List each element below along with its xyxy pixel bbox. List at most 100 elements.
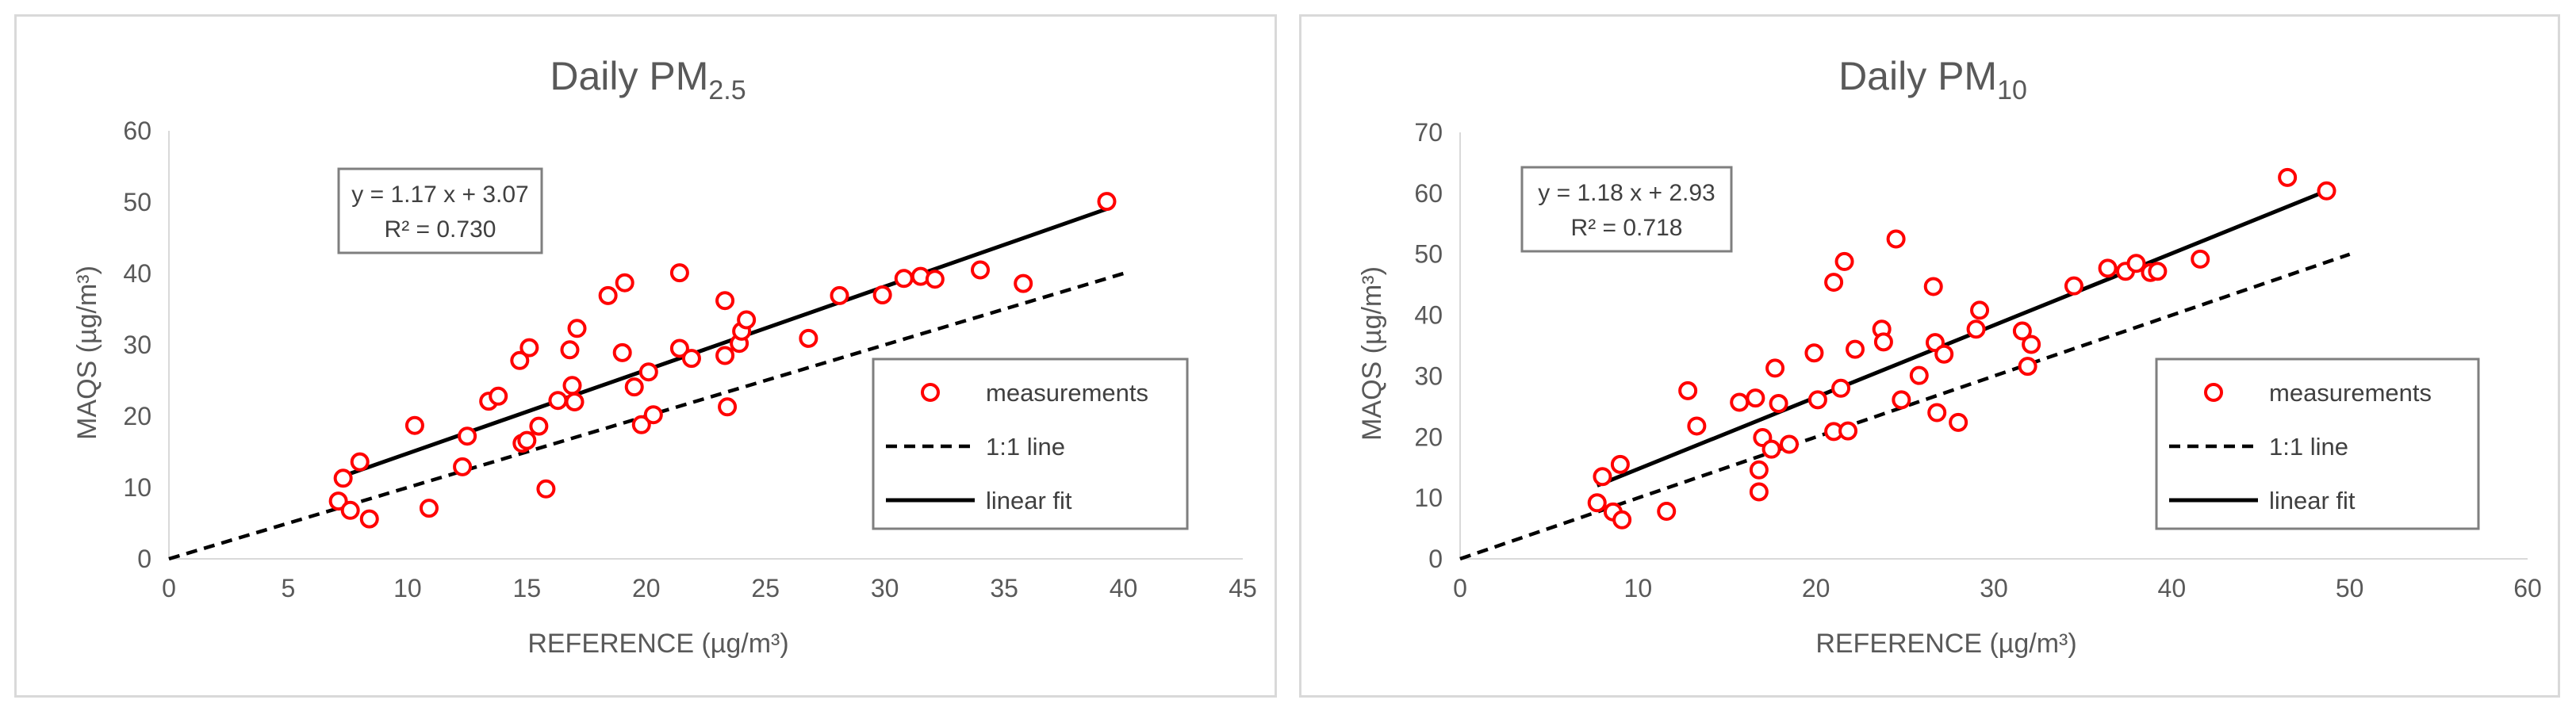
y-tick-label: 50 bbox=[1414, 240, 1443, 269]
y-tick-label: 70 bbox=[1414, 118, 1443, 147]
data-point bbox=[1730, 392, 1750, 412]
chart-title: Daily PM10 bbox=[1838, 54, 2027, 105]
data-point bbox=[1769, 394, 1788, 414]
y-tick-label: 60 bbox=[1414, 179, 1443, 208]
data-point bbox=[669, 263, 689, 283]
data-point bbox=[1097, 192, 1117, 212]
data-point bbox=[1873, 332, 1893, 352]
data-point bbox=[519, 338, 539, 358]
data-point bbox=[1846, 339, 1865, 359]
data-point bbox=[631, 415, 651, 434]
data-point bbox=[2191, 249, 2210, 269]
r-squared-label: R² = 0.718 bbox=[1571, 215, 1683, 241]
legend-label: linear fit bbox=[2269, 487, 2356, 514]
data-point bbox=[359, 509, 379, 529]
data-point bbox=[2126, 254, 2146, 273]
data-point bbox=[2317, 181, 2336, 201]
data-point bbox=[350, 452, 370, 472]
data-point bbox=[1746, 388, 1765, 408]
x-tick-label: 0 bbox=[1453, 574, 1467, 602]
legend-marker-measurements bbox=[921, 383, 940, 402]
x-tick-label: 20 bbox=[632, 574, 661, 602]
data-point bbox=[872, 285, 892, 304]
y-axis-title: MAQS (µg/m³) bbox=[1357, 266, 1387, 441]
data-point bbox=[328, 491, 348, 511]
data-point bbox=[1949, 412, 1968, 432]
data-point bbox=[718, 397, 738, 417]
data-point bbox=[2148, 262, 2168, 281]
data-point bbox=[624, 377, 644, 397]
data-point bbox=[2098, 258, 2118, 278]
chart-title-text: Daily PM bbox=[1838, 54, 1997, 98]
equation-box bbox=[1520, 166, 1733, 253]
data-point bbox=[1934, 344, 1954, 364]
data-point bbox=[1593, 467, 1612, 487]
data-point bbox=[567, 319, 587, 338]
data-point bbox=[737, 310, 757, 330]
data-point bbox=[548, 391, 568, 411]
y-tick-label: 40 bbox=[1414, 301, 1443, 330]
data-point bbox=[489, 386, 508, 406]
data-point bbox=[1761, 439, 1781, 459]
data-point bbox=[517, 430, 537, 450]
chart-title-subscript: 2.5 bbox=[708, 75, 746, 105]
data-point bbox=[1610, 454, 1630, 474]
data-point bbox=[643, 405, 663, 425]
legend-label: measurements bbox=[2269, 379, 2432, 407]
linear-fit-line bbox=[1596, 189, 2328, 488]
chart-title-text: Daily PM bbox=[550, 54, 708, 98]
data-point bbox=[2278, 167, 2298, 187]
data-point bbox=[830, 285, 849, 305]
data-point bbox=[419, 499, 439, 518]
data-point bbox=[560, 340, 580, 360]
data-point bbox=[2012, 321, 2032, 341]
chart-title-subscript: 10 bbox=[1997, 75, 2027, 105]
data-point bbox=[1886, 229, 1906, 249]
legend-label: 1:1 line bbox=[986, 433, 1065, 461]
data-point bbox=[681, 349, 701, 369]
data-point bbox=[1909, 365, 1929, 385]
x-tick-label: 30 bbox=[1980, 574, 2008, 602]
x-tick-label: 35 bbox=[990, 574, 1018, 602]
data-point bbox=[458, 426, 477, 446]
data-point bbox=[612, 342, 632, 362]
x-tick-label: 5 bbox=[282, 574, 296, 602]
data-point bbox=[925, 270, 945, 289]
regression-equation: y = 1.18 x + 2.93 bbox=[1538, 180, 1715, 206]
x-tick-label: 45 bbox=[1229, 574, 1257, 602]
y-tick-label: 30 bbox=[123, 331, 151, 359]
data-point bbox=[333, 468, 353, 488]
y-tick-label: 10 bbox=[1414, 484, 1443, 512]
x-tick-label: 40 bbox=[2158, 574, 2187, 602]
data-point bbox=[1687, 416, 1707, 436]
data-point bbox=[536, 479, 556, 499]
data-point bbox=[1749, 482, 1769, 502]
chart-panel-pm10: Daily PM10 0 10 20 30 40 50 60 0 10 20 30 40 50 60 70 RE… bbox=[1299, 14, 2560, 698]
data-point bbox=[1966, 319, 1986, 339]
equation-box bbox=[337, 167, 543, 254]
data-point bbox=[1807, 390, 1827, 410]
r-squared-label: R² = 0.730 bbox=[385, 216, 496, 243]
y-tick-label: 0 bbox=[1428, 545, 1443, 573]
chart-panel-pm25: Daily PM2.5 0 5 10 15 20 25 30 35 40 45 0 10 20 30 40 50… bbox=[14, 14, 1277, 698]
data-point bbox=[510, 350, 530, 370]
y-tick-label: 20 bbox=[123, 402, 151, 430]
data-point bbox=[1927, 403, 1947, 422]
x-axis-title: REFERENCE (µg/m³) bbox=[1815, 629, 2076, 659]
data-point bbox=[565, 392, 585, 411]
data-point bbox=[1923, 277, 1943, 296]
data-point bbox=[598, 285, 618, 305]
data-point bbox=[1749, 460, 1769, 480]
x-tick-label: 30 bbox=[871, 574, 899, 602]
data-point bbox=[2064, 276, 2083, 296]
legend-label: measurements bbox=[986, 379, 1148, 407]
data-point bbox=[1834, 251, 1854, 271]
y-tick-label: 50 bbox=[123, 188, 151, 216]
x-tick-label: 15 bbox=[513, 574, 542, 602]
data-point bbox=[894, 269, 914, 289]
data-point bbox=[1765, 358, 1785, 378]
data-point bbox=[1831, 378, 1851, 398]
data-point bbox=[1838, 421, 1858, 441]
x-tick-label: 60 bbox=[2513, 574, 2542, 602]
